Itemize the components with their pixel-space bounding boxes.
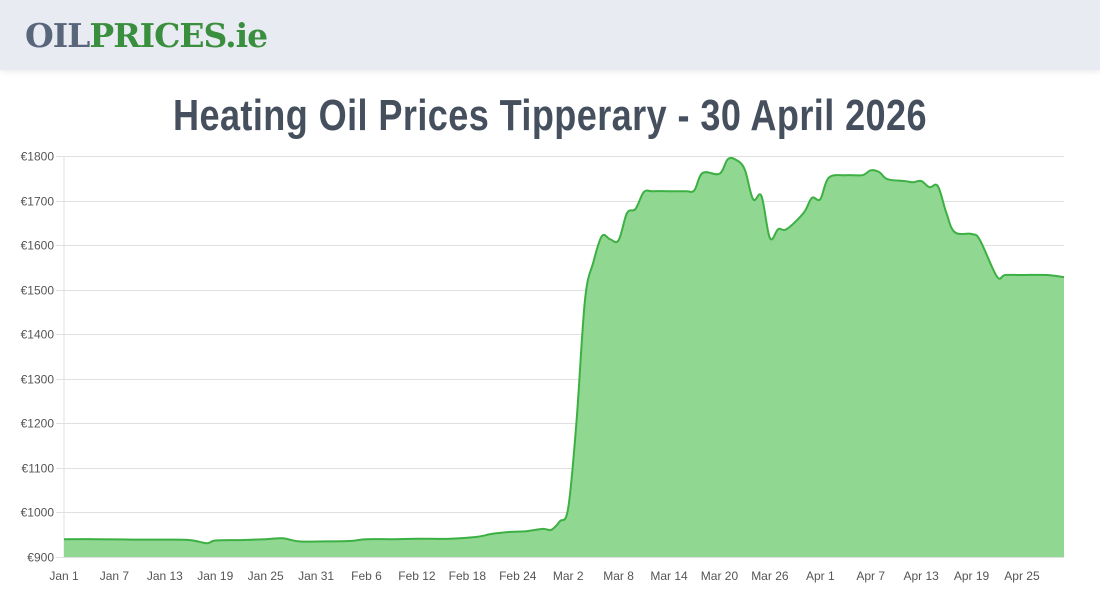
price-area-fill [64, 157, 1064, 558]
y-tick-label: €1000 [21, 506, 55, 520]
y-tick-label: €900 [27, 551, 54, 565]
x-tick-label: Apr 13 [903, 569, 939, 583]
x-tick-label: Jan 13 [147, 569, 183, 583]
x-tick-label: Mar 14 [650, 569, 688, 583]
x-tick-label: Mar 2 [553, 569, 584, 583]
logo-part-oil: OIL [25, 16, 90, 55]
site-header: OILPRICES.ie [0, 0, 1100, 70]
x-tick-label: Apr 19 [954, 569, 990, 583]
x-tick-label: Mar 8 [603, 569, 634, 583]
y-tick-label: €1500 [21, 284, 55, 298]
x-tick-label: Apr 1 [806, 569, 835, 583]
x-tick-label: Apr 25 [1004, 569, 1040, 583]
logo-part-prices: PRICES.ie [89, 16, 268, 55]
x-tick-label: Apr 7 [856, 569, 885, 583]
x-tick-label: Jan 19 [197, 569, 233, 583]
page-title: Heating Oil Prices Tipperary - 30 April … [173, 91, 927, 140]
y-tick-label: €1300 [21, 373, 55, 387]
y-tick-label: €1600 [21, 239, 55, 253]
x-tick-label: Jan 1 [49, 569, 79, 583]
x-axis: Jan 1 Jan 7 Jan 13 Jan 19 Jan 25 Jan 31 Feb 6 F… [49, 569, 1040, 583]
x-tick-label: Feb 18 [449, 569, 487, 583]
y-tick-label: €1800 [21, 150, 55, 164]
x-tick-label: Feb 6 [351, 569, 382, 583]
x-tick-label: Jan 7 [100, 569, 130, 583]
x-tick-label: Feb 24 [499, 569, 537, 583]
x-tick-label: Mar 20 [701, 569, 739, 583]
x-tick-label: Jan 25 [248, 569, 284, 583]
y-tick-label: €1700 [21, 195, 55, 209]
price-line [63, 156, 1065, 545]
x-tick-label: Feb 12 [398, 569, 436, 583]
y-tick-label: €1400 [21, 328, 55, 342]
y-tick-label: €1200 [21, 417, 55, 431]
x-tick-label: Jan 31 [298, 569, 334, 583]
y-axis: €900 €1000 €1100 €1200 €1300 €1400 €1500 €1600 €… [21, 150, 55, 565]
y-tick-label: €1100 [22, 462, 55, 476]
x-tick-label: Mar 26 [751, 569, 789, 583]
site-logo[interactable]: OILPRICES.ie [25, 16, 268, 56]
